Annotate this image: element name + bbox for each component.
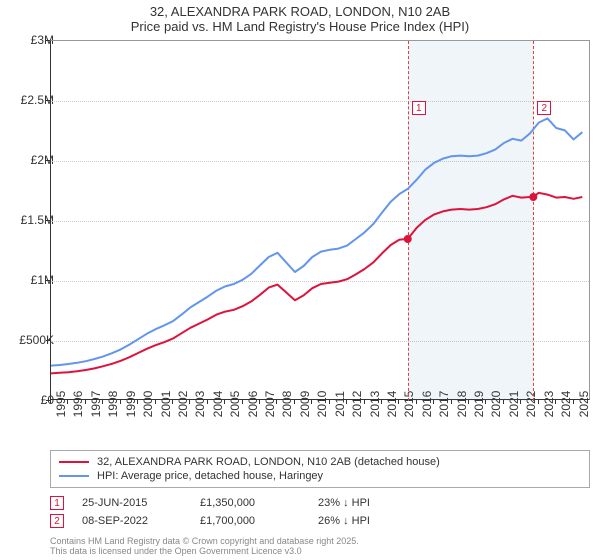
legend-swatch xyxy=(59,461,89,463)
legend-swatch xyxy=(59,475,89,477)
footer-line2: This data is licensed under the Open Gov… xyxy=(50,546,590,556)
transaction-row: 1 25-JUN-2015 £1,350,000 23% ↓ HPI xyxy=(50,494,590,512)
chart-container: 32, ALEXANDRA PARK ROAD, LONDON, N10 2AB… xyxy=(0,0,600,560)
transaction-price: £1,350,000 xyxy=(200,497,300,509)
legend-label: 32, ALEXANDRA PARK ROAD, LONDON, N10 2AB… xyxy=(97,456,440,468)
chart-marker-2: 2 xyxy=(537,101,551,115)
transaction-price: £1,700,000 xyxy=(200,515,300,527)
footer-line1: Contains HM Land Registry data © Crown c… xyxy=(50,536,590,546)
title-line-subtitle: Price paid vs. HM Land Registry's House … xyxy=(0,19,600,34)
series-hpi xyxy=(51,118,582,365)
transaction-delta: 26% ↓ HPI xyxy=(318,515,428,527)
footer-attribution: Contains HM Land Registry data © Crown c… xyxy=(50,536,590,556)
transaction-marker-1: 1 xyxy=(50,496,64,510)
plot-area: 12 xyxy=(50,40,590,400)
legend-item: HPI: Average price, detached house, Hari… xyxy=(59,469,581,483)
legend-item: 32, ALEXANDRA PARK ROAD, LONDON, N10 2AB… xyxy=(59,455,581,469)
transaction-table: 1 25-JUN-2015 £1,350,000 23% ↓ HPI 2 08-SEP-2… xyxy=(50,494,590,530)
transaction-row: 2 08-SEP-2022 £1,700,000 26% ↓ HPI xyxy=(50,512,590,530)
marker-dot xyxy=(529,193,537,201)
transaction-date: 08-SEP-2022 xyxy=(82,515,182,527)
chart-marker-1: 1 xyxy=(412,101,426,115)
legend-label: HPI: Average price, detached house, Hari… xyxy=(97,470,323,482)
series-price_paid xyxy=(51,193,582,374)
transaction-date: 25-JUN-2015 xyxy=(82,497,182,509)
series-svg xyxy=(51,41,591,401)
title-block: 32, ALEXANDRA PARK ROAD, LONDON, N10 2AB… xyxy=(0,0,600,34)
marker-dot xyxy=(404,235,412,243)
transaction-delta: 23% ↓ HPI xyxy=(318,497,428,509)
title-line-address: 32, ALEXANDRA PARK ROAD, LONDON, N10 2AB xyxy=(0,4,600,19)
transaction-marker-2: 2 xyxy=(50,514,64,528)
legend: 32, ALEXANDRA PARK ROAD, LONDON, N10 2AB… xyxy=(50,450,590,488)
